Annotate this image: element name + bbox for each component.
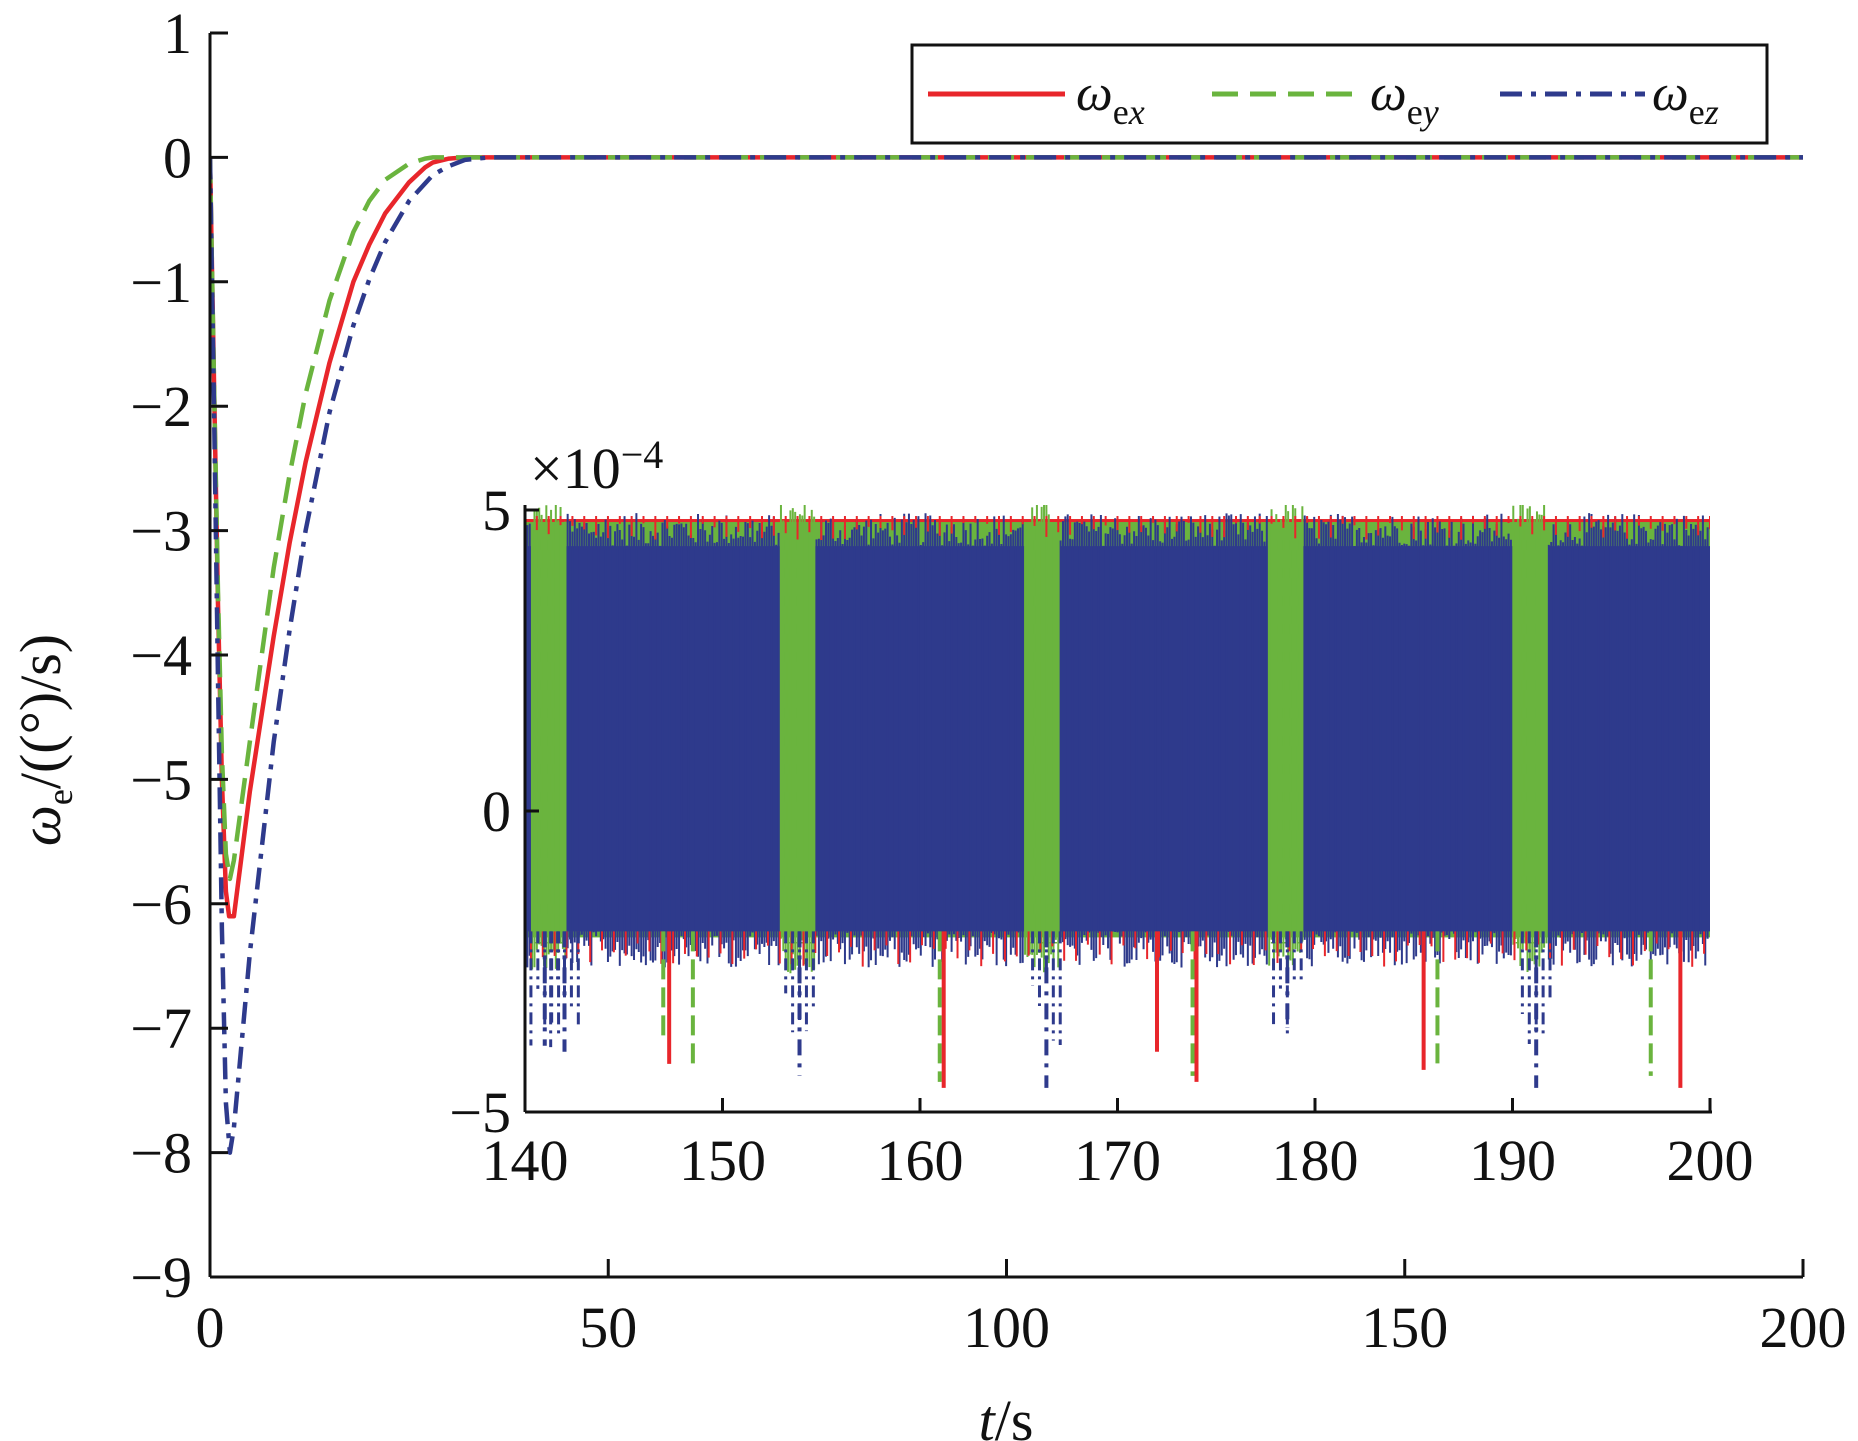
legend-label-ex: ωex bbox=[1076, 65, 1145, 132]
main-x-tick-label: 150 bbox=[1361, 1295, 1448, 1360]
main-y-tick-label: −3 bbox=[130, 499, 192, 564]
main-series-lines bbox=[210, 155, 1803, 1155]
main-x-tick-label: 100 bbox=[963, 1295, 1050, 1360]
main-y-tick-label: −4 bbox=[130, 623, 192, 688]
main-y-tick-label: 0 bbox=[163, 125, 192, 190]
main-series-line-ez bbox=[210, 155, 1803, 1155]
main-x-axis-label: t/s bbox=[979, 1388, 1034, 1441]
inset-ticks: 140 150 160 170 180 190 200 5 0 −5 bbox=[449, 478, 1753, 1193]
inset-x-tick-label: 150 bbox=[679, 1128, 766, 1193]
inset-series-band-ez bbox=[566, 546, 780, 932]
main-x-tick-label: 200 bbox=[1760, 1295, 1847, 1360]
inset-scale-label: ×10−4 bbox=[530, 432, 663, 501]
inset-y-tick-label: −5 bbox=[449, 1080, 511, 1145]
inset-chart: 140 150 160 170 180 190 200 5 0 −5 ×10−4 bbox=[449, 432, 1753, 1193]
legend: ωex ωey ωez bbox=[910, 43, 1769, 145]
inset-x-tick-label: 170 bbox=[1074, 1128, 1161, 1193]
main-y-tick-label: −2 bbox=[130, 374, 192, 439]
main-x-tick-label: 0 bbox=[196, 1295, 225, 1360]
main-y-tick-label: 1 bbox=[163, 1, 192, 66]
inset-x-tick-label: 200 bbox=[1667, 1128, 1754, 1193]
legend-label-ez: ωez bbox=[1652, 65, 1719, 132]
inset-y-tick-label: 5 bbox=[482, 478, 511, 543]
main-series-line-ex bbox=[210, 155, 1803, 919]
main-y-tick-label: −8 bbox=[130, 1121, 192, 1186]
svg-text:ωe/((°)/s): ωe/((°)/s) bbox=[8, 634, 80, 846]
main-y-tick-label: −9 bbox=[130, 1245, 192, 1310]
inset-series-lines bbox=[525, 505, 1710, 1088]
inset-x-tick-label: 160 bbox=[877, 1128, 964, 1193]
main-y-axis-label: ωe/((°)/s) bbox=[8, 634, 80, 846]
main-y-tick-label: −7 bbox=[130, 996, 192, 1061]
inset-y-tick-label: 0 bbox=[482, 779, 511, 844]
inset-x-tick-label: 180 bbox=[1272, 1128, 1359, 1193]
main-y-tick-label: −1 bbox=[130, 250, 192, 315]
inset-x-tick-label: 190 bbox=[1469, 1128, 1556, 1193]
main-y-tick-label: −6 bbox=[130, 872, 192, 937]
main-y-tick-label: −5 bbox=[130, 747, 192, 812]
main-x-tick-label: 50 bbox=[579, 1295, 637, 1360]
inset-x-tick-label: 140 bbox=[482, 1128, 569, 1193]
legend-label-ey: ωey bbox=[1370, 65, 1439, 132]
